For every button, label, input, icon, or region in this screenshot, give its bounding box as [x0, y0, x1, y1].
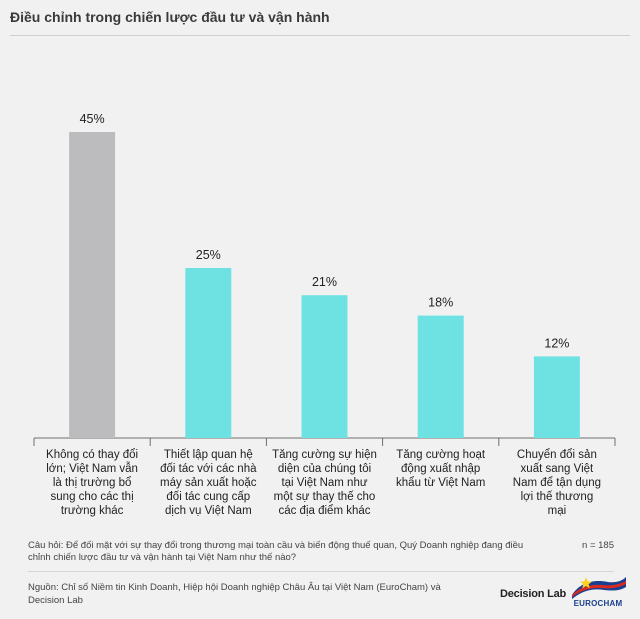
category-label-line: diện của chúng tôi: [277, 463, 372, 475]
category-label-line: một sự thay thế cho: [273, 491, 376, 503]
category-label: Thiết lập quan hệ đối tác với các nhà máy …: [154, 448, 262, 518]
category-label: Tăng cường hoạt động xuất nhập khẩu từ Việ…: [387, 448, 495, 490]
category-label-line: Không có thay đổi: [46, 449, 139, 461]
category-label-line: Chuyển đổi sản: [516, 449, 597, 461]
eurocham-flag-icon: [572, 577, 626, 599]
category-label-line: Thiết lập quan hệ: [163, 449, 253, 461]
category-label: Tăng cường sự hiện diện của chúng tôi tại …: [271, 448, 379, 518]
bar-value-label: 45%: [80, 112, 105, 126]
category-label-line: lớn; Việt Nam vẫn: [46, 463, 138, 475]
eurocham-wordmark: EUROCHAM: [573, 599, 623, 608]
category-label-line: dịch vụ Việt Nam: [164, 505, 252, 517]
category-label-line: động xuất nhập: [401, 463, 481, 475]
category-label-line: trường khác: [60, 505, 124, 517]
bar-3: [301, 295, 348, 438]
bar-value-label: 18%: [428, 296, 453, 310]
bar-5: [533, 356, 580, 438]
source-divider: [28, 571, 614, 572]
category-label: Chuyển đổi sản xuất sang Việt Nam để tận d…: [503, 448, 611, 518]
category-label-line: các địa điểm khác: [278, 505, 371, 517]
title-divider: [10, 35, 630, 36]
survey-question: Câu hỏi: Để đối mặt với sự thay đổi tron…: [28, 540, 524, 563]
category-label-line: sung cho các thị: [50, 491, 134, 503]
category-label: Không có thay đổi lớn; Việt Nam vẫn là thị…: [38, 448, 146, 518]
bar-chart: 45% 25% 21% 18% 12%: [33, 112, 616, 446]
bar-value-label: 12%: [544, 336, 569, 350]
bar-value-label: 25%: [196, 248, 221, 262]
decision-lab-logo: Decision Lab: [500, 588, 567, 600]
category-label-line: đối tác cung cấp: [166, 491, 251, 503]
category-label-line: Nam để tận dụng: [512, 477, 601, 489]
category-label-line: xuất sang Việt: [520, 463, 594, 475]
eurocham-logo: EUROCHAM: [568, 573, 628, 613]
category-label-line: mại: [547, 505, 567, 517]
chart-title: Điều chỉnh trong chiến lược đầu tư và vậ…: [10, 9, 330, 25]
category-label-line: lợi thế thương: [520, 491, 594, 503]
source-note: Nguồn: Chỉ số Niềm tin Kinh Doanh, Hiệp …: [28, 582, 441, 606]
category-label-line: Tăng cường sự hiện: [272, 449, 377, 461]
sample-size: n = 185: [582, 540, 614, 551]
bar-4: [417, 315, 464, 438]
bar-value-label: 21%: [312, 275, 337, 289]
category-label-line: máy sản xuất hoặc: [160, 477, 257, 489]
category-label-line: khẩu từ Việt Nam: [396, 477, 486, 489]
category-label-line: là thị trường bổ: [52, 477, 132, 489]
category-label-line: Tăng cường hoạt: [396, 449, 486, 461]
category-label-line: tại Việt Nam như: [281, 477, 368, 489]
bar-2: [185, 268, 232, 438]
bar-1: [69, 132, 116, 438]
category-label-line: đối tác với các nhà: [160, 463, 257, 475]
